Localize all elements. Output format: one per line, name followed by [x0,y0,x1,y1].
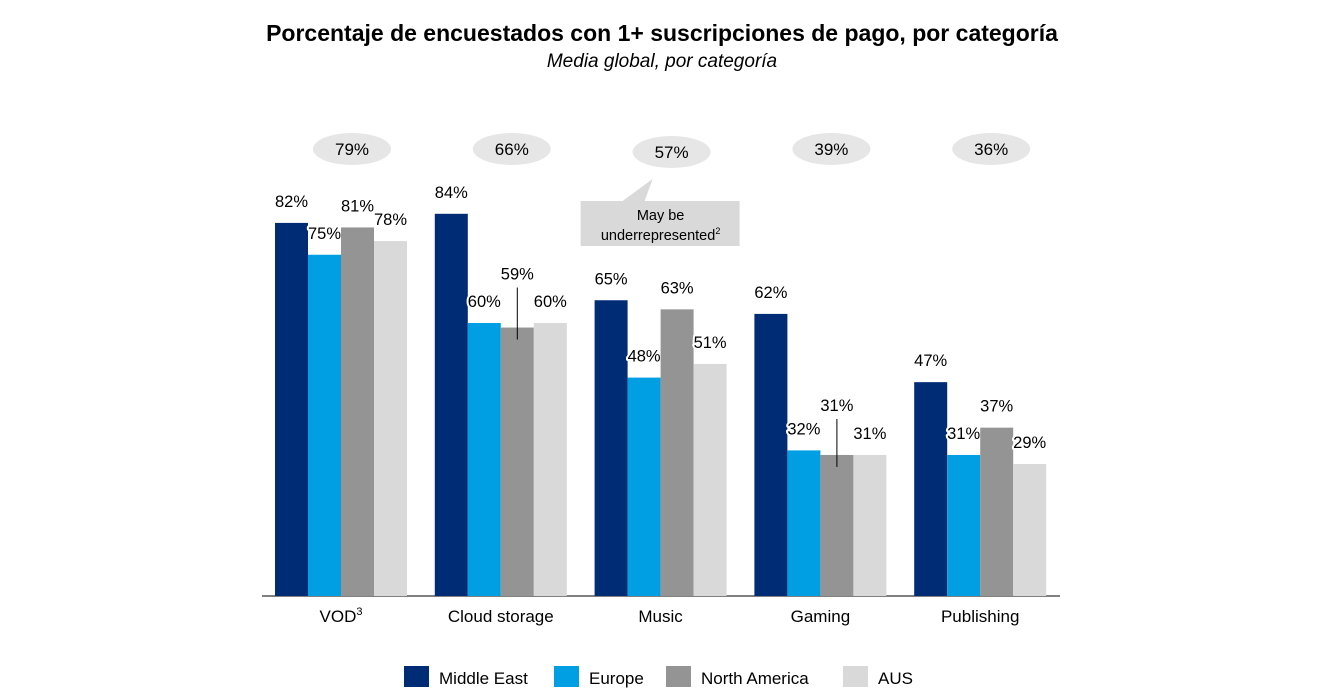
global-average-pill [472,133,551,165]
bar-value-label: 82% [275,193,308,211]
category-label: VOD3 [320,606,363,626]
bar-value-label: 63% [661,279,694,297]
bar-north-america [660,309,694,596]
bar-aus [533,323,567,596]
bar-value-label: 60% [468,293,501,311]
bar-aus [1013,464,1047,596]
bar-europe [947,454,981,596]
bar-value-label: 65% [595,270,628,288]
bar-value-label: 29% [1013,434,1046,452]
bar-middle-east [754,313,788,596]
category-label: Publishing [941,607,1019,626]
bar-value-label: 37% [980,398,1013,416]
bar-europe [627,377,661,596]
global-average-label: 36% [974,140,1008,159]
legend-swatch [843,666,868,687]
legend-label: AUS [878,669,913,688]
bar-middle-east [594,300,628,596]
bar-europe [467,323,501,596]
chart-title: Porcentaje de encuestados con 1+ suscrip… [266,20,1058,46]
bar-value-label: 60% [534,293,567,311]
bar-middle-east [434,213,468,597]
bar-value-label: 62% [754,284,787,302]
category-label: Music [638,607,683,626]
global-average-pill [792,133,871,165]
bar-value-label: 59% [501,266,534,284]
bar-value-label: 47% [914,352,947,370]
bar-value-label: 31% [947,425,980,443]
bar-value-label: 51% [694,334,727,352]
category-label: Gaming [791,607,851,626]
legend-swatch [404,666,429,687]
category-label: Cloud storage [448,607,554,626]
bar-north-america [980,427,1014,596]
annotation-callout-box [580,179,740,246]
legend-label: Middle East [439,669,528,688]
global-average-label: 57% [655,143,689,162]
global-average-label: 79% [335,140,369,159]
bar-aus [853,454,887,596]
annotation-text: underrepresented2 [601,226,721,244]
legend-swatch [666,666,691,687]
bar-value-label: 84% [435,184,468,202]
global-average-pill [632,136,711,168]
annotation-text: May be [637,208,685,224]
legend-label: North America [701,669,809,688]
bar-value-label: 48% [628,348,661,366]
bar-north-america [500,327,534,596]
global-average-label: 39% [814,140,848,159]
legend-swatch [554,666,579,687]
global-average-pill [313,133,391,165]
bar-value-label: 78% [374,211,407,229]
bar-value-label: 31% [853,425,886,443]
bar-europe [308,254,341,596]
bar-north-america [820,454,854,596]
bar-value-label: 31% [820,397,853,415]
global-average-label: 66% [495,140,529,159]
bar-value-label: 81% [341,197,374,215]
bar-europe [787,450,821,596]
bar-value-label: 75% [308,225,341,243]
bar-north-america [341,227,374,596]
bar-aus [374,241,407,596]
chart-subtitle: Media global, por categoría [546,51,778,72]
bar-aus [693,363,727,596]
bar-value-label: 32% [787,420,820,438]
global-average-pill [952,133,1031,165]
legend-label: Europe [589,669,644,688]
bar-middle-east [914,382,948,596]
bar-middle-east [275,222,308,596]
